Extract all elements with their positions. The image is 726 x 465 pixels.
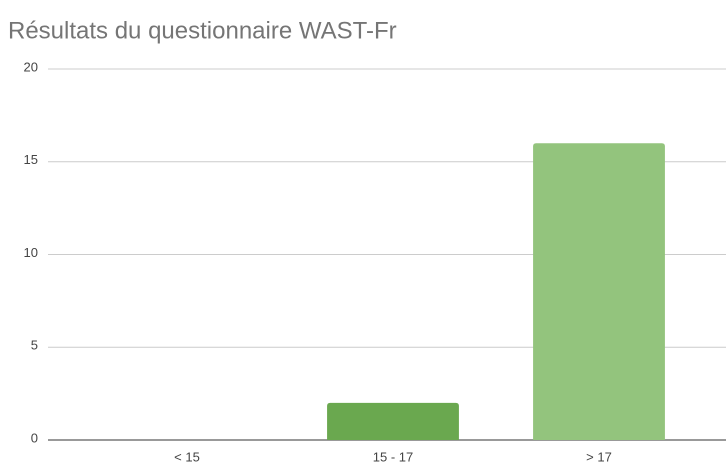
bar bbox=[327, 402, 459, 440]
bar bbox=[533, 143, 665, 440]
y-tick-label: 20 bbox=[24, 59, 38, 74]
y-tick-label: 10 bbox=[24, 245, 38, 260]
x-tick-label: 15 - 17 bbox=[373, 449, 413, 464]
y-tick-label: 15 bbox=[24, 152, 38, 167]
x-tick-label: < 15 bbox=[174, 449, 200, 464]
y-tick-label: 5 bbox=[31, 338, 38, 353]
y-tick-label: 0 bbox=[31, 430, 38, 445]
chart-title: Résultats du questionnaire WAST-Fr bbox=[8, 17, 397, 44]
x-tick-label: > 17 bbox=[586, 449, 612, 464]
